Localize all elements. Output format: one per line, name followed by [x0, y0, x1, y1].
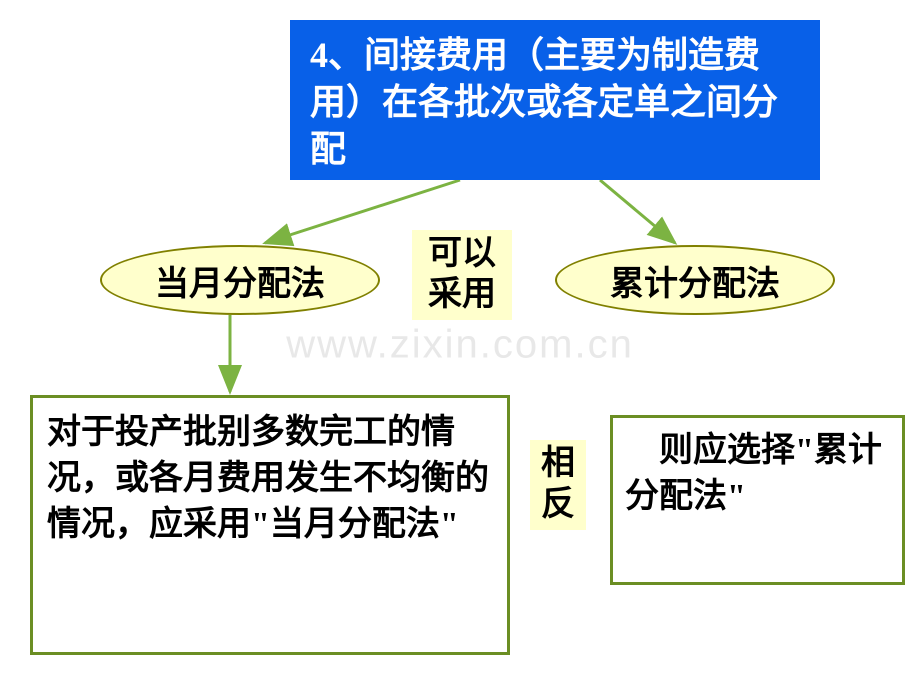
bottom-left-description: 对于投产批别多数完工的情况，或各月费用发生不均衡的情况，应采用"当月分配法"	[30, 395, 510, 655]
bottom-mid-line2: 反	[530, 485, 586, 526]
mid-label-line2: 采用	[412, 275, 512, 316]
watermark-text: www.zixin.com.cn	[286, 323, 634, 368]
mid-label-can-use: 可以 采用	[412, 230, 512, 320]
ellipse-cumulative-method: 累计分配法	[555, 245, 835, 315]
bottom-right-description: 则应选择"累计分配法"	[610, 415, 905, 585]
ellipse-monthly-method: 当月分配法	[100, 245, 380, 315]
bottom-mid-label-opposite: 相 反	[530, 440, 586, 530]
top-title-box: 4、间接费用（主要为制造费用）在各批次或各定单之间分配	[290, 20, 820, 180]
mid-label-line1: 可以	[412, 234, 512, 275]
bottom-mid-line1: 相	[530, 444, 586, 485]
